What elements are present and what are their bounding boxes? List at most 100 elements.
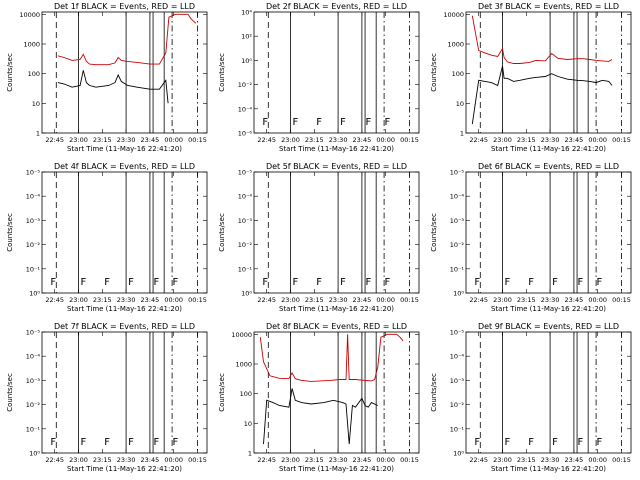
- x-tick-label: 23:45: [353, 296, 372, 304]
- x-tick-label: 23:45: [353, 456, 372, 464]
- y-tick-label: 10: [244, 420, 252, 428]
- flag-letter: F: [128, 277, 134, 288]
- panel-title: Det 1f BLACK = Events, RED = LLD: [54, 2, 195, 11]
- y-tick-label: 10⁻¹: [450, 425, 465, 433]
- x-tick-label: 22:45: [469, 136, 488, 144]
- y-tick-label: 10⁻⁵: [26, 169, 41, 177]
- x-tick-label: 23:00: [281, 456, 300, 464]
- x-tick-label: 23:15: [93, 296, 112, 304]
- y-tick-label: 10: [456, 100, 464, 108]
- flag-letter: F: [50, 277, 56, 288]
- y-tick-label: 10⁻²: [26, 401, 41, 409]
- flag-letter: F: [385, 117, 391, 128]
- y-tick-label: 10000: [231, 331, 252, 339]
- flag-letter: F: [80, 437, 86, 448]
- x-axis-label: Start Time (11-May-16 22:41:20): [67, 145, 182, 153]
- x-tick-label: 23:30: [117, 456, 136, 464]
- flag-letter: F: [128, 437, 134, 448]
- flag-letter: F: [340, 277, 346, 288]
- plot-frame: [253, 11, 420, 134]
- y-tick-label: 1000: [235, 361, 252, 369]
- x-tick-label: 00:15: [612, 456, 631, 464]
- x-tick-label: 22:45: [45, 456, 64, 464]
- flag-letter: F: [385, 277, 391, 288]
- y-axis-label: Counts/sec: [6, 373, 14, 412]
- x-tick-label: 00:15: [400, 296, 419, 304]
- y-tick-label: 10⁻³: [26, 377, 41, 385]
- y-tick-label: 10⁻³: [450, 217, 465, 225]
- x-tick-label: 22:45: [45, 296, 64, 304]
- x-tick-label: 23:30: [329, 136, 348, 144]
- panel-title: Det 2f BLACK = Events, RED = LLD: [266, 2, 407, 11]
- y-tick-label: 10⁻⁶: [238, 130, 253, 138]
- x-tick-label: 23:00: [493, 136, 512, 144]
- y-tick-label: 1000: [447, 41, 464, 49]
- y-tick-label: 10⁰: [29, 290, 40, 298]
- detector-panel-5: Det 5f BLACK = Events, RED = LLD 10⁰ 10⁻¹ 1…: [218, 162, 420, 313]
- x-tick-label: 00:15: [188, 136, 207, 144]
- y-tick-label: 10⁰: [241, 290, 252, 298]
- y-tick-label: 10⁴: [241, 9, 252, 17]
- x-tick-label: 23:00: [281, 296, 300, 304]
- plot-frame: [253, 171, 420, 294]
- y-axis-label: Counts/sec: [430, 373, 438, 412]
- x-tick-label: 00:00: [164, 456, 183, 464]
- x-tick-label: 23:30: [329, 456, 348, 464]
- flag-letter: F: [104, 437, 110, 448]
- y-tick-label: 1: [36, 130, 40, 138]
- plot-frame: [41, 331, 208, 454]
- y-tick-label: 10⁻³: [450, 377, 465, 385]
- series-lld-red: [57, 13, 197, 66]
- x-tick-label: 00:00: [376, 136, 395, 144]
- flag-letter: F: [528, 437, 534, 448]
- y-tick-label: 1: [460, 130, 464, 138]
- series-lld-red: [259, 333, 404, 382]
- x-tick-label: 23:45: [565, 136, 584, 144]
- x-axis-label: Start Time (11-May-16 22:41:20): [491, 465, 606, 473]
- y-tick-label: 10⁻²: [238, 81, 253, 89]
- y-tick-label: 10⁰: [453, 450, 464, 458]
- x-tick-label: 23:45: [141, 456, 160, 464]
- detector-panel-3: Det 3f BLACK = Events, RED = LLD 1 10 100 10…: [430, 2, 632, 153]
- plot-frame: [465, 331, 632, 454]
- y-tick-label: 10⁰: [241, 57, 252, 65]
- x-tick-label: 00:15: [188, 456, 207, 464]
- x-tick-label: 23:00: [493, 456, 512, 464]
- x-tick-label: 00:00: [376, 296, 395, 304]
- x-tick-label: 23:30: [117, 296, 136, 304]
- y-tick-label: 100: [240, 390, 252, 398]
- flag-letter: F: [262, 277, 268, 288]
- y-tick-label: 10⁻²: [238, 241, 253, 249]
- y-tick-label: 10⁻⁴: [450, 193, 465, 201]
- x-tick-label: 23:00: [493, 296, 512, 304]
- x-tick-label: 23:15: [93, 136, 112, 144]
- flag-letter: F: [316, 117, 322, 128]
- x-tick-label: 23:15: [305, 296, 324, 304]
- panel-title: Det 6f BLACK = Events, RED = LLD: [478, 162, 619, 171]
- y-tick-label: 10⁻⁵: [238, 169, 253, 177]
- x-tick-label: 00:15: [400, 456, 419, 464]
- detector-panel-2: Det 2f BLACK = Events, RED = LLD 10⁻⁶ 10⁻⁴…: [218, 2, 420, 153]
- x-tick-label: 23:15: [517, 456, 536, 464]
- y-tick-label: 10⁻⁵: [450, 329, 465, 337]
- series-events-black: [471, 65, 613, 125]
- panel-title: Det 9f BLACK = Events, RED = LLD: [478, 322, 619, 331]
- detector-panel-9: Det 9f BLACK = Events, RED = LLD 10⁰ 10⁻¹ 1…: [430, 322, 632, 473]
- panel-title: Det 5f BLACK = Events, RED = LLD: [266, 162, 407, 171]
- x-tick-label: 00:00: [164, 136, 183, 144]
- flag-letter: F: [577, 277, 583, 288]
- y-tick-label: 10⁻³: [26, 217, 41, 225]
- x-tick-label: 00:00: [376, 456, 395, 464]
- x-axis-label: Start Time (11-May-16 22:41:20): [67, 465, 182, 473]
- x-tick-label: 23:00: [69, 296, 88, 304]
- detector-panel-6: Det 6f BLACK = Events, RED = LLD 10⁰ 10⁻¹ 1…: [430, 162, 632, 313]
- y-tick-label: 10⁰: [453, 290, 464, 298]
- panel-title: Det 3f BLACK = Events, RED = LLD: [478, 2, 619, 11]
- flag-letter: F: [504, 277, 510, 288]
- flag-letter: F: [340, 117, 346, 128]
- y-axis-label: Counts/sec: [218, 213, 226, 252]
- x-tick-label: 23:45: [141, 296, 160, 304]
- flag-letter: F: [577, 437, 583, 448]
- flag-letter: F: [153, 437, 159, 448]
- y-tick-label: 10⁻⁴: [26, 353, 41, 361]
